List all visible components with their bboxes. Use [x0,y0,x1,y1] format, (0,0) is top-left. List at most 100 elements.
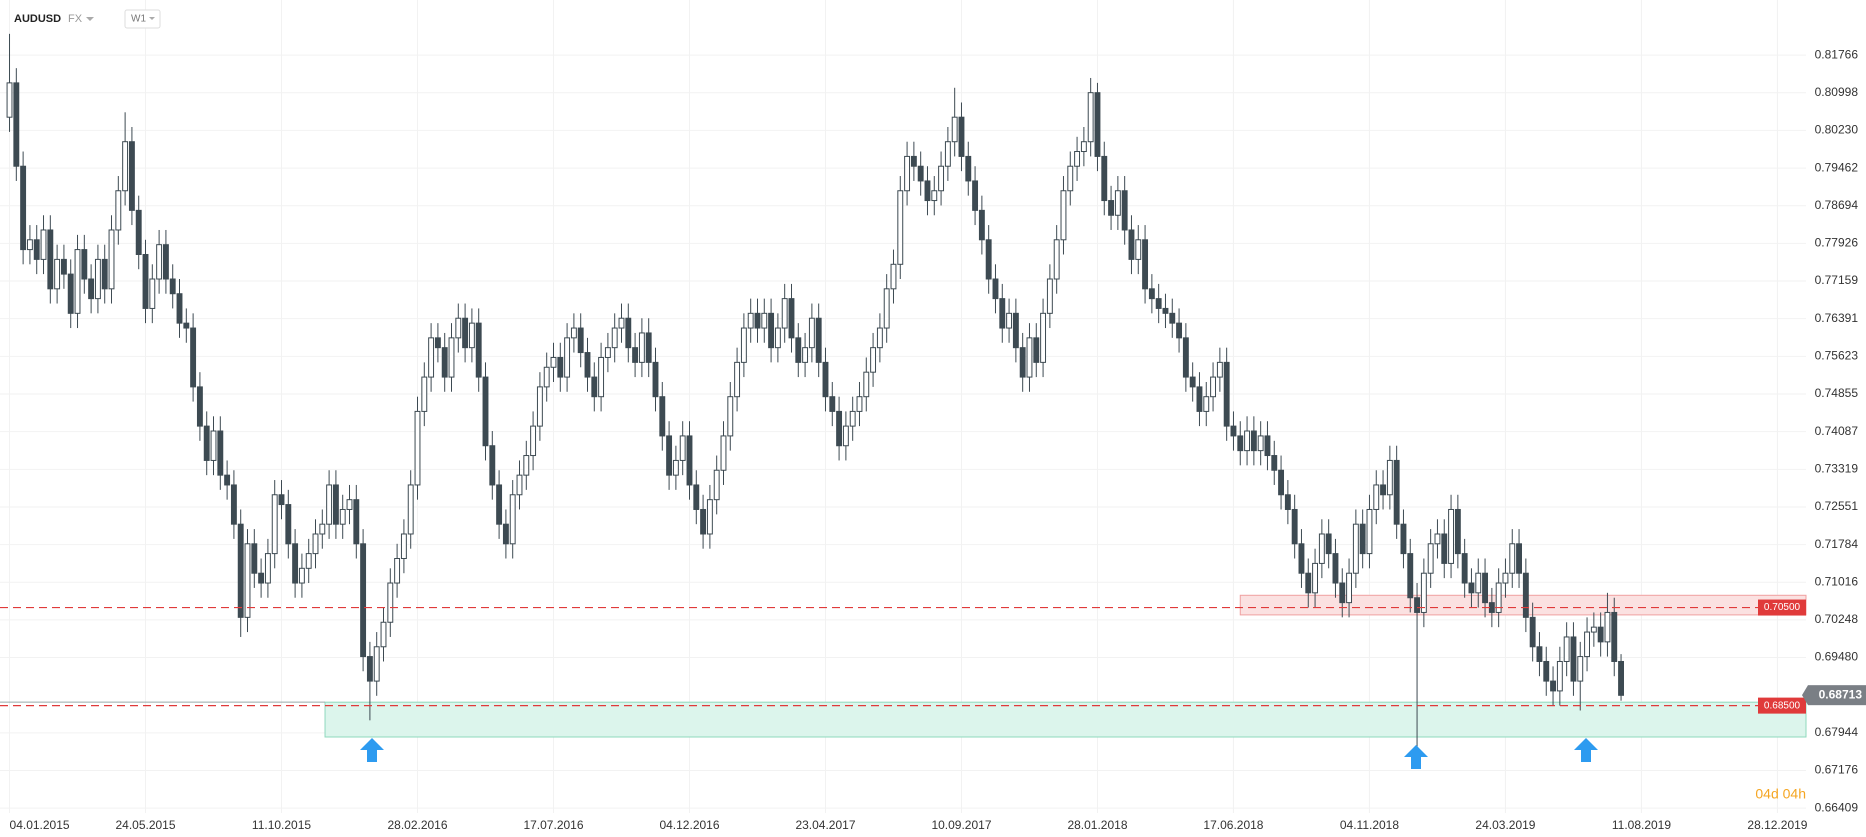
x-tick-label: 10.09.2017 [931,818,991,832]
timeframe-dropdown[interactable] [149,17,155,20]
candle-body [543,366,550,388]
candle-body [496,484,503,525]
candle-body [1257,435,1264,452]
candle-body [761,312,768,329]
candle-body [421,376,428,412]
candle-body [33,239,40,260]
x-tick-label: 04.12.2016 [659,818,719,832]
candle-body [1366,508,1373,555]
candle-body [196,386,203,427]
candle-body [713,469,720,501]
candle-body [441,347,448,378]
candle-body [856,396,863,412]
candle-body [1536,646,1543,662]
x-tick-label: 28.12.2019 [1747,818,1807,832]
candle-body [1230,425,1237,437]
candle-body [1352,523,1359,574]
candle-body [298,567,305,584]
candle-body [978,209,985,241]
candle-body [162,244,169,280]
candle-body [1373,484,1380,510]
candle-body [604,347,611,358]
candle-body [591,376,598,398]
timeframe-box[interactable] [124,9,161,29]
candle-body [1271,455,1278,471]
candle-body [210,430,217,461]
candle-body [115,190,122,231]
candle-body [135,209,142,255]
candle-body [1604,611,1611,643]
candle-body [1482,572,1489,604]
symbol[interactable]: AUDUSD [14,13,61,25]
candle-body [1060,190,1067,241]
candle-body [1040,312,1047,363]
candle-body [244,543,251,618]
y-tick-label: 0.75623 [1815,349,1859,363]
x-tick-label: 23.04.2017 [795,818,855,832]
candle-body [502,523,509,545]
candle-body [380,621,387,648]
y-tick-label: 0.72551 [1815,499,1859,513]
candle-body [632,347,639,363]
candle-body [1516,543,1523,574]
candle-body [611,327,618,349]
candle-body [985,239,992,280]
candle-body [652,361,659,398]
candle-body [1182,337,1189,378]
candle-body [128,141,135,211]
candle-body [1570,636,1577,682]
candle-body [944,141,951,167]
arrow [1574,738,1598,762]
candle-body [1298,543,1305,574]
candle-body [1325,533,1332,555]
candle-body [1550,680,1556,692]
candle-body [74,249,81,314]
candle-body [1046,278,1053,314]
candle-body [1434,533,1441,545]
candle-body [1495,582,1502,613]
candle-body [1006,312,1013,329]
candle-body [1244,430,1251,452]
market[interactable]: FX [68,13,83,25]
candle-body [1053,239,1060,280]
candle-body [876,327,883,349]
candle-body [1128,229,1135,260]
candle-body [734,361,741,398]
candle-body [1522,572,1529,618]
candle-body [550,356,557,368]
arrow [1404,745,1428,769]
candle-body [1386,459,1393,496]
candle-body [1475,572,1482,594]
candle-body [1223,361,1230,427]
candle-body [1400,523,1407,555]
candle-body [727,396,734,437]
last-price-pointer [1802,685,1808,706]
y-tick-label: 0.67944 [1815,725,1859,739]
y-tick-label: 0.66409 [1815,800,1859,814]
countdown: 04d 04h [1755,786,1806,802]
candle-body [679,435,686,461]
candle-body [122,141,129,192]
candle-body [842,425,849,447]
candle-body [1461,553,1468,584]
market-dropdown[interactable] [86,17,94,21]
candle-body [67,273,74,314]
candle-body [1509,543,1516,574]
candle-body [1108,200,1115,216]
candle-body [740,327,747,363]
candle-body [1074,151,1081,167]
candle-body [1543,660,1550,682]
candle-body [618,317,625,329]
timeframe[interactable]: W1 [131,14,146,25]
candle-body [1101,155,1108,202]
candle-body [686,435,693,486]
candle-body [1359,523,1366,555]
y-tick-label: 0.79462 [1815,160,1859,174]
candle-body [693,484,700,510]
candle-body [203,425,210,461]
candle-body [509,494,516,545]
candle-body [910,155,917,167]
candle-body [1196,386,1203,412]
candle-body [672,459,679,476]
candle-body [1087,92,1094,143]
